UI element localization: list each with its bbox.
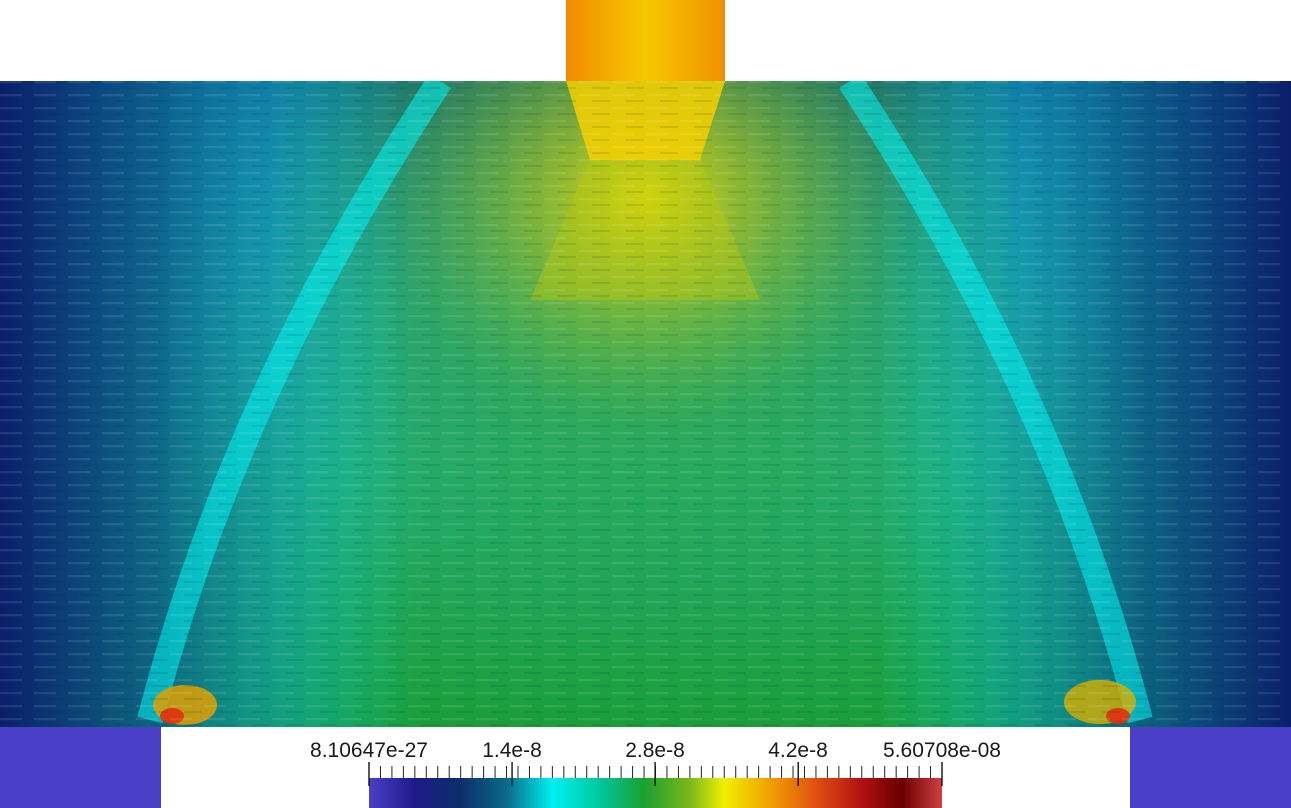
colorbar-tick-label-4: 5.60708e-08 xyxy=(883,739,1001,762)
field-texture xyxy=(0,81,1291,727)
colorbar-tick-label-3: 4.2e-8 xyxy=(768,739,828,762)
colorbar-tick-labels: 8.10647e-27 1.4e-8 2.8e-8 4.2e-8 5.60708… xyxy=(310,739,1001,762)
colorbar-tick-label-2: 2.8e-8 xyxy=(625,739,685,762)
colorbar-legend: 8.10647e-27 1.4e-8 2.8e-8 4.2e-8 5.60708… xyxy=(310,739,1001,808)
colorbar-tick-label-0: 8.10647e-27 xyxy=(310,739,428,762)
right-outlet-block xyxy=(1130,727,1291,808)
colorbar-minor-ticks xyxy=(368,762,943,786)
left-outlet-block xyxy=(0,727,161,808)
inlet-column xyxy=(566,0,725,81)
colorbar-tick-label-1: 1.4e-8 xyxy=(482,739,542,762)
